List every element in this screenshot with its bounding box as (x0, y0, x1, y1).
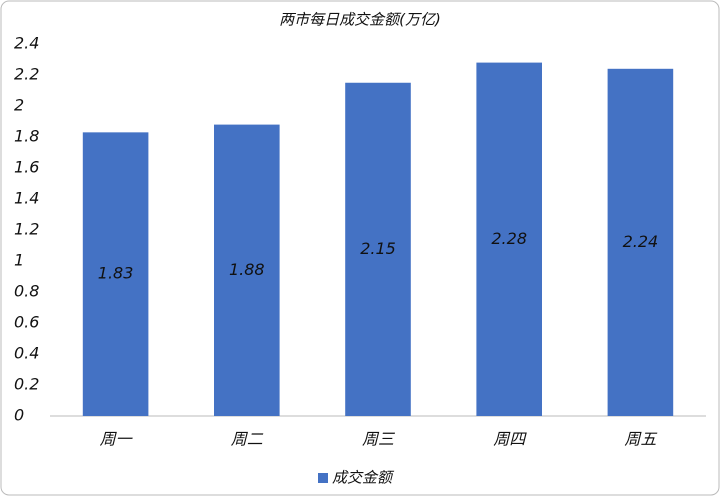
legend-label: 成交金额 (332, 469, 395, 487)
y-tick-label: 1.6 (14, 158, 39, 177)
y-tick-label: 2 (14, 96, 24, 115)
data-label: 1.83 (98, 264, 134, 283)
y-tick-label: 2.2 (14, 65, 39, 84)
data-label: 1.88 (229, 260, 265, 279)
y-tick-label: 2.4 (14, 34, 39, 53)
y-tick-label: 1.8 (14, 127, 39, 146)
y-tick-label: 1.4 (14, 189, 39, 208)
legend-swatch (318, 473, 328, 483)
y-tick-label: 1.2 (14, 220, 39, 239)
data-label: 2.15 (360, 239, 396, 258)
bar (214, 124, 280, 416)
bar (345, 82, 411, 416)
y-tick-label: 0.2 (14, 375, 39, 394)
y-tick-label: 0.8 (14, 282, 39, 301)
y-tick-label: 1 (14, 251, 24, 270)
y-tick-label: 0.4 (14, 344, 39, 363)
data-label: 2.28 (491, 229, 527, 248)
x-tick-label: 周一 (100, 430, 134, 449)
x-tick-label: 周二 (231, 430, 264, 449)
x-tick-label: 周四 (493, 430, 527, 449)
chart-title: 两市每日成交金额(万亿) (279, 11, 441, 29)
y-tick-label: 0 (14, 406, 24, 425)
y-tick-label: 0.6 (14, 313, 39, 332)
bar (82, 132, 149, 416)
bar (476, 62, 542, 416)
x-tick-label: 周五 (624, 430, 657, 449)
data-label: 2.24 (623, 232, 659, 251)
x-tick-label: 周三 (362, 430, 396, 449)
bar (607, 68, 674, 417)
